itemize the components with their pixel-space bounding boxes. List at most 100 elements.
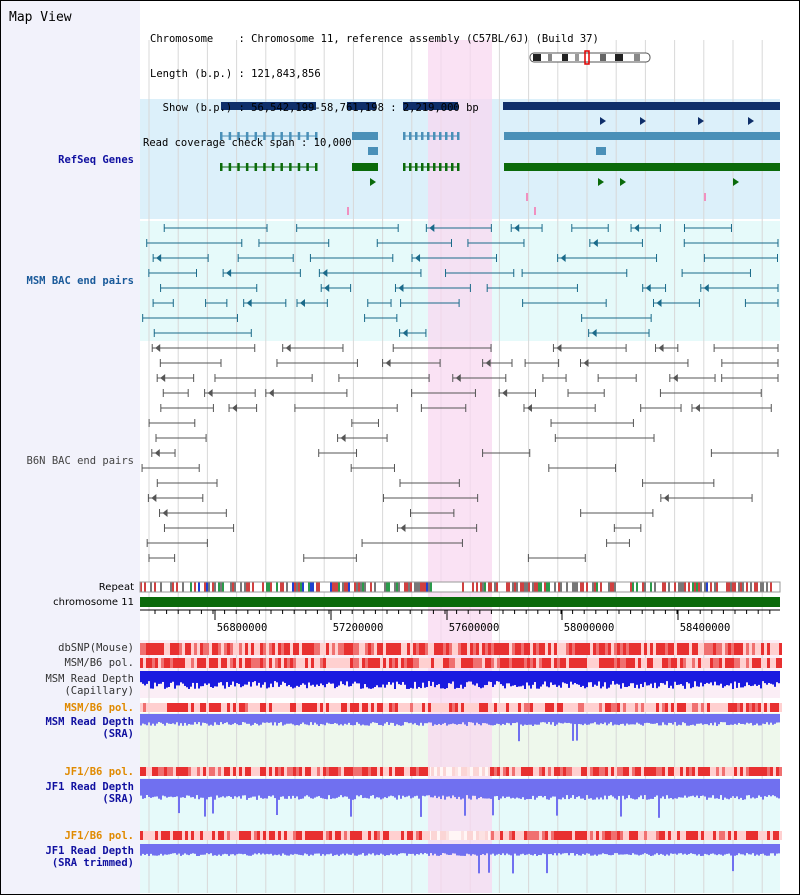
jf1-trimmed-depth-bar (362, 844, 364, 854)
jf1-pol-heat-cell (695, 767, 698, 776)
jf1-sra-depth-bar (414, 779, 416, 797)
msm-sra-depth-bar (310, 714, 312, 723)
msm-pol-heat-cell (233, 658, 236, 668)
repeat-mark (762, 582, 764, 592)
msm-capillary-depth-bar (432, 671, 434, 682)
jf1-sra-depth-bar (606, 779, 608, 800)
msm-capillary-depth-bar (382, 671, 384, 685)
track-label-msm-b6-pol-2[interactable]: MSM/B6 pol. (64, 702, 134, 714)
jf1-sra-depth-bar (438, 779, 440, 797)
msm-capillary-depth-bar (648, 671, 650, 686)
jf1-trimmed-depth-bar (286, 844, 288, 856)
msm-sra-depth-bar (516, 714, 518, 723)
jf1-pol2-heat-cell (143, 831, 146, 840)
msm-pol2-heat-cell (695, 703, 698, 712)
msm-capillary-depth-bar (406, 671, 408, 689)
jf1-trimmed-depth-bar (496, 844, 498, 855)
msm-capillary-depth-bar (400, 671, 402, 685)
dbsnp-heat-cell (605, 643, 608, 655)
jf1-trimmed-depth-bar (416, 844, 418, 854)
msm-pol2-heat-cell (461, 703, 464, 712)
msm-pol-heat-cell (629, 658, 632, 668)
jf1-trimmed-depth-bar (252, 844, 254, 855)
scale-tick-label: 57200000 (333, 622, 384, 634)
msm-sra-depth-bar (626, 714, 628, 724)
msm-bac-pair-arrow (656, 299, 662, 307)
dbsnp-heat-cell (611, 643, 614, 655)
jf1-pol-heat-cell (299, 767, 302, 776)
track-label-jf1-b6-pol[interactable]: JF1/B6 pol. (64, 766, 134, 778)
jf1-trimmed-depth-bar (314, 844, 316, 854)
track-label-msm-depth-capillary[interactable]: MSM Read Depth (Capillary) (45, 673, 134, 697)
jf1-sra-depth-bar (634, 779, 636, 800)
msm-sra-depth-bar (604, 714, 606, 723)
msm-sra-depth-bar (398, 714, 400, 726)
jf1-pol-heat-cell (533, 767, 536, 776)
jf1-sra-depth-bar (526, 779, 528, 800)
msm-sra-depth-bar (352, 714, 354, 726)
jf1-sra-depth-bar (372, 779, 374, 796)
jf1-pol-heat-cell (734, 767, 737, 776)
repeat-mark (394, 582, 396, 592)
msm-pol-heat-cell (260, 658, 263, 668)
track-label-msm-bac[interactable]: MSM BAC end pairs (26, 275, 134, 287)
msm-capillary-depth-bar (334, 671, 336, 689)
jf1-trimmed-depth-bar (492, 844, 494, 854)
track-label-jf1-depth-trimmed[interactable]: JF1 Read Depth (SRA trimmed) (45, 845, 134, 869)
msm-pol2-heat-cell (713, 703, 716, 712)
jf1-sra-depth-bar (284, 779, 286, 799)
repeat-mark (474, 582, 476, 592)
msm-sra-depth-bar (372, 714, 374, 723)
jf1-pol2-heat-cell (416, 831, 419, 840)
track-label-jf1-b6-pol-2[interactable]: JF1/B6 pol. (64, 830, 134, 842)
jf1-sra-depth-bar (562, 779, 564, 798)
track-label-msm-depth-sra[interactable]: MSM Read Depth (SRA) (45, 716, 134, 740)
jf1-trimmed-depth-bar (244, 844, 246, 854)
repeat-mark (148, 582, 150, 592)
dbsnp-heat-cell (698, 643, 701, 655)
msm-capillary-depth-bar (388, 671, 390, 682)
msm-capillary-depth-bar (728, 671, 730, 686)
gene-marker (704, 193, 706, 201)
jf1-pol2-heat-cell (506, 831, 509, 840)
msm-capillary-depth-bar (746, 671, 748, 683)
jf1-pol-heat-cell (326, 767, 329, 776)
track-label-dbsnp[interactable]: dbSNP(Mouse) (58, 642, 134, 654)
jf1-trimmed-depth-bar (304, 844, 306, 854)
msm-sra-depth-bar (184, 714, 186, 723)
msm-pol2-heat-cell (563, 703, 566, 712)
msm-sra-depth-bar (740, 714, 742, 724)
msm-pol-heat-cell (470, 658, 473, 668)
msm-pol2-heat-cell (683, 703, 686, 712)
msm-capillary-depth-bar (148, 671, 150, 682)
repeat-mark (622, 582, 624, 592)
dbsnp-heat-cell (266, 643, 269, 655)
dbsnp-heat-cell (593, 643, 596, 655)
gene-marker (534, 207, 536, 215)
jf1-pol2-heat-cell (605, 831, 608, 840)
repeat-mark (272, 582, 274, 592)
gene-exon (445, 132, 448, 140)
track-label-msm-b6-pol[interactable]: MSM/B6 pol. (64, 657, 134, 669)
gene-block (503, 102, 780, 110)
jf1-pol2-heat-cell (668, 831, 671, 840)
msm-sra-depth-bar (350, 714, 352, 726)
jf1-pol2-heat-cell (572, 831, 575, 840)
dbsnp-heat-cell (617, 643, 620, 655)
msm-capillary-depth-bar (444, 671, 446, 689)
jf1-pol-heat-cell (692, 767, 695, 776)
msm-pol2-heat-cell (248, 703, 251, 712)
jf1-trimmed-depth-bar (432, 844, 434, 856)
track-label-jf1-depth-sra[interactable]: JF1 Read Depth (SRA) (45, 781, 134, 805)
msm-capillary-depth-bar (762, 671, 764, 682)
repeat-mark (370, 582, 372, 592)
msm-pol-heat-cell (731, 658, 734, 668)
track-label-refseq-genes[interactable]: RefSeq Genes (58, 154, 134, 166)
repeat-mark (566, 582, 568, 592)
track-label-b6n-bac[interactable]: B6N BAC end pairs (26, 455, 134, 467)
jf1-pol-heat-cell (365, 767, 368, 776)
msm-capillary-depth-bar (180, 671, 182, 683)
repeat-mark (594, 582, 596, 592)
jf1-sra-depth-bar (700, 779, 702, 797)
b6n-bac-pair-arrow (663, 494, 669, 502)
